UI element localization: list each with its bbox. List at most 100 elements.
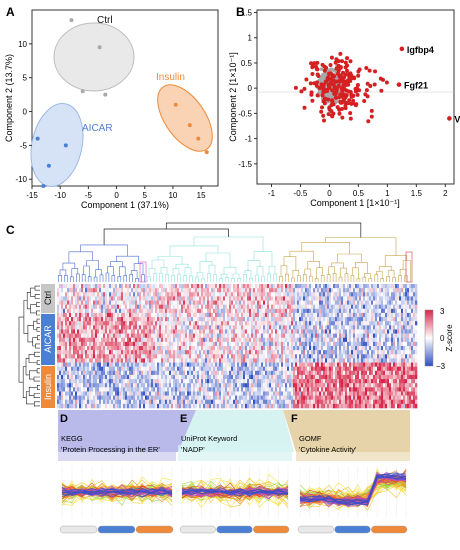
heatmap-cell <box>263 333 266 339</box>
heatmap-cell <box>267 288 270 293</box>
heatmap-cell <box>251 288 254 293</box>
heatmap-cell <box>399 341 402 347</box>
heatmap-cell <box>311 325 314 330</box>
heatmap-cell <box>339 337 342 343</box>
heatmap-cell <box>131 333 134 339</box>
heatmap-cell <box>223 288 226 293</box>
heatmap-cell <box>231 362 234 367</box>
heatmap-cell <box>141 366 144 372</box>
heatmap-cell <box>151 333 154 339</box>
heatmap-cell <box>187 358 190 363</box>
heatmap-cell <box>295 362 298 367</box>
column-dendrogram-branch <box>368 278 373 282</box>
heatmap-cell <box>127 308 130 314</box>
heatmap-cell <box>387 358 390 363</box>
heatmap-cell <box>181 362 184 367</box>
heatmap-cell <box>253 362 256 367</box>
heatmap-cell <box>123 304 126 310</box>
heatmap-cell <box>131 358 134 363</box>
heatmap-cell <box>211 296 214 301</box>
heatmap-cell <box>343 358 346 363</box>
heatmap-cell <box>239 362 242 367</box>
heatmap-cell <box>219 358 222 363</box>
heatmap-cell <box>399 354 402 359</box>
heatmap-cell <box>245 366 248 372</box>
column-dendrogram-branch <box>331 262 344 269</box>
heatmap-cell <box>153 300 156 305</box>
heatmap-cell <box>345 325 348 330</box>
heatmap-cell <box>281 333 284 339</box>
heatmap-cell <box>297 325 300 330</box>
heatmap-cell <box>343 284 346 289</box>
heatmap-cell <box>93 362 96 367</box>
heatmap-cell <box>173 321 176 326</box>
heatmap-cell <box>329 370 332 376</box>
heatmap-cell <box>325 337 328 343</box>
heatmap-cell <box>413 312 416 318</box>
heatmap-cell <box>285 308 288 314</box>
heatmap-cell <box>59 358 62 363</box>
heatmap-cell <box>97 308 100 314</box>
heatmap-cell <box>317 288 320 293</box>
heatmap-cell <box>333 321 336 326</box>
heatmap-cell <box>147 374 150 380</box>
heatmap-cell <box>111 333 114 339</box>
heatmap-cell <box>185 317 188 322</box>
heatmap-cell <box>61 350 64 355</box>
heatmap-cell <box>387 308 390 314</box>
heatmap-cell <box>141 370 144 376</box>
heatmap-cell <box>77 321 80 326</box>
heatmap-cell <box>357 337 360 343</box>
column-dendrogram-branch <box>316 267 323 279</box>
heatmap-cell <box>181 333 184 339</box>
heatmap-cell <box>319 304 322 310</box>
heatmap-cell <box>365 337 368 343</box>
heatmap-cell <box>413 288 416 293</box>
heatmap-cell <box>119 358 122 363</box>
heatmap-cell <box>81 350 84 355</box>
heatmap-cell <box>95 370 98 376</box>
heatmap-cell <box>61 284 64 289</box>
heatmap-cell <box>377 358 380 363</box>
heatmap-cell <box>197 288 200 293</box>
heatmap-cell <box>369 346 372 351</box>
heatmap-cell <box>75 374 78 380</box>
heatmap-cell <box>109 312 112 318</box>
heatmap-cell <box>313 358 316 363</box>
heatmap-cell <box>317 292 320 297</box>
heatmap-cell <box>163 304 166 310</box>
heatmap-cell <box>409 354 412 359</box>
heatmap-cell <box>83 362 86 367</box>
heatmap-cell <box>185 358 188 363</box>
heatmap-cell <box>283 346 286 351</box>
heatmap-cell <box>241 284 244 289</box>
heatmap-cell <box>309 300 312 305</box>
heatmap-cell <box>301 308 304 314</box>
heatmap-cell <box>65 325 68 330</box>
heatmap-cell <box>159 284 162 289</box>
heatmap-cell <box>101 370 104 376</box>
heatmap-cell <box>295 341 298 347</box>
heatmap-cell <box>259 325 262 330</box>
heatmap-cell <box>227 370 230 376</box>
heatmap-cell <box>285 300 288 305</box>
heatmap-cell <box>133 346 136 351</box>
heatmap-cell <box>213 304 216 310</box>
heatmap-cell <box>131 354 134 359</box>
plot-b-point-sig <box>309 92 314 97</box>
heatmap-cell <box>119 350 122 355</box>
heatmap-cell <box>315 337 318 343</box>
heatmap-cell <box>261 321 264 326</box>
heatmap-cell <box>187 308 190 314</box>
heatmap-cell <box>137 288 140 293</box>
heatmap-cell <box>105 374 108 380</box>
heatmap-cell <box>249 354 252 359</box>
heatmap-cell <box>225 296 228 301</box>
heatmap-cell <box>321 284 324 289</box>
heatmap-cell <box>217 346 220 351</box>
heatmap-cell <box>341 325 344 330</box>
heatmap-cell <box>221 362 224 367</box>
heatmap-cell <box>173 350 176 355</box>
heatmap-cell <box>245 341 248 347</box>
